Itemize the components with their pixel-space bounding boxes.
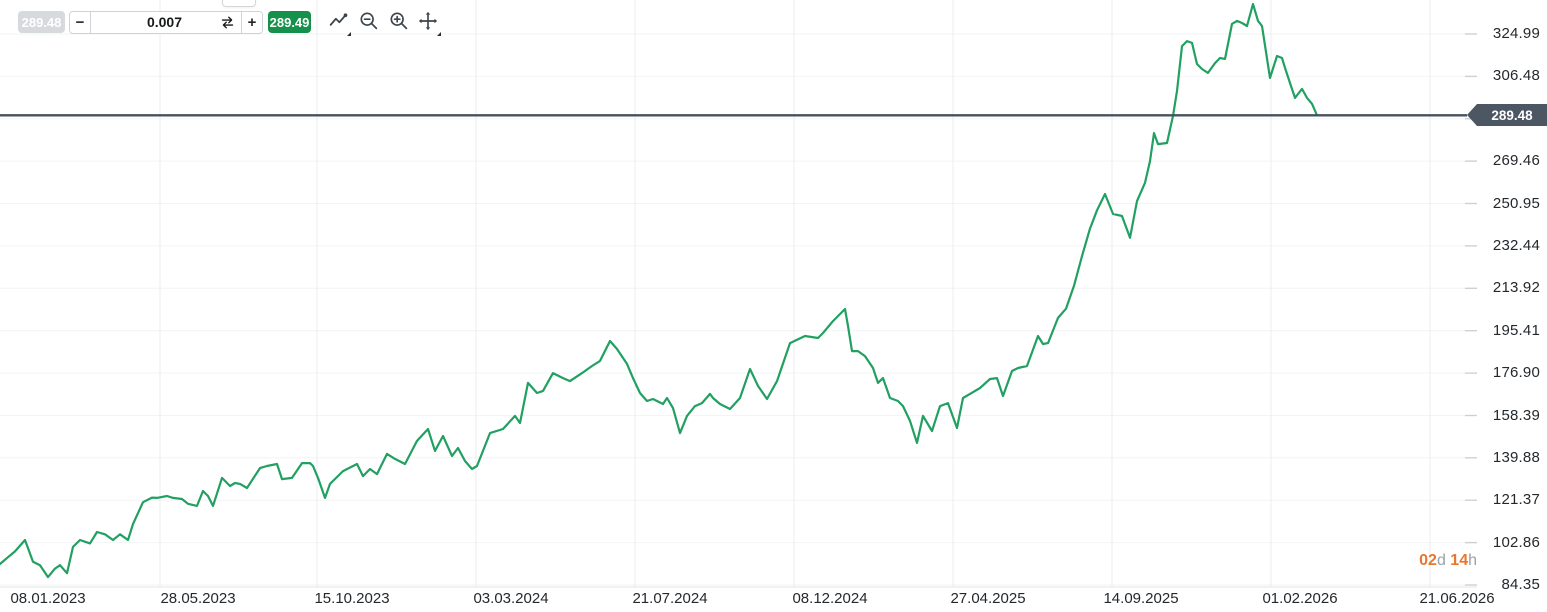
quantity-value: 0.007	[146, 14, 183, 30]
date-axis-label: 01.02.2026	[1262, 590, 1338, 607]
dropdown-corner-icon	[347, 32, 351, 36]
price-axis-label: 176.90	[1492, 364, 1540, 382]
price-axis-label: 250.95	[1492, 194, 1540, 212]
date-axis-label: 03.03.2024	[473, 590, 549, 607]
quantity-increase-button[interactable]: +	[242, 11, 262, 33]
pan-move-icon	[417, 10, 439, 35]
price-axis-label: 232.44	[1492, 236, 1540, 254]
date-axis-label: 28.05.2023	[160, 590, 236, 607]
price-axis-label: 195.41	[1492, 321, 1540, 339]
date-axis-label: 21.07.2024	[632, 590, 708, 607]
zoom-out-icon	[358, 10, 379, 34]
price-axis-label: 324.99	[1492, 25, 1540, 42]
zoom-in-icon	[388, 10, 409, 34]
line-chart-icon	[328, 10, 349, 34]
date-axis-label: 08.01.2023	[10, 590, 86, 607]
countdown-days-unit: d	[1436, 552, 1446, 569]
price-line-series	[0, 2, 1319, 579]
price-axis-label: 306.48	[1492, 67, 1540, 85]
dropdown-corner-icon	[437, 32, 441, 36]
countdown-hours-unit: h	[1468, 552, 1477, 569]
price-axis-label: 121.37	[1492, 491, 1540, 509]
price-axis-label: 213.92	[1492, 279, 1540, 297]
zoom-out-button[interactable]	[357, 10, 379, 34]
price-axis-label: 269.46	[1492, 152, 1540, 170]
pan-button[interactable]	[417, 10, 441, 36]
buy-price-badge[interactable]: 289.49	[268, 11, 311, 33]
price-axis-label: 139.88	[1492, 448, 1540, 466]
date-axis-label: 14.09.2025	[1103, 590, 1179, 607]
price-axis-label: 158.39	[1492, 406, 1540, 424]
date-axis-label: 08.12.2024	[792, 590, 868, 607]
current-price-tag: 289.48	[1467, 104, 1547, 127]
price-axis-label: 84.35	[1501, 576, 1540, 593]
popup-fragment	[222, 0, 256, 7]
zoom-in-button[interactable]	[387, 10, 409, 34]
date-axis-label: 21.06.2026	[1419, 590, 1495, 607]
order-toolbar: 289.48 − 0.007 + 289.49	[18, 10, 441, 36]
quantity-stepper: − 0.007 +	[69, 10, 263, 34]
date-axis-label: 27.04.2025	[950, 590, 1026, 607]
countdown-hours: 14	[1450, 552, 1469, 569]
price-axis-label: 102.86	[1492, 533, 1540, 551]
quantity-field[interactable]: 0.007	[90, 11, 242, 33]
sell-price-badge[interactable]: 289.48	[18, 11, 65, 33]
market-countdown: 02d 14h	[1419, 552, 1477, 570]
countdown-days: 02	[1419, 552, 1437, 569]
quantity-decrease-button[interactable]: −	[70, 11, 90, 33]
price-axis[interactable]: 324.99 306.48 269.46 250.95 232.44 213.92 195.…	[1477, 0, 1547, 593]
chart-type-button[interactable]	[327, 10, 351, 36]
date-axis[interactable]: 08.01.2023 28.05.2023 15.10.2023 03.03.2024…	[0, 588, 1494, 612]
swap-quantity-icon[interactable]	[220, 15, 235, 30]
date-axis-label: 15.10.2023	[314, 590, 390, 607]
current-price-value: 289.48	[1491, 107, 1533, 123]
chart-tools	[319, 10, 441, 36]
